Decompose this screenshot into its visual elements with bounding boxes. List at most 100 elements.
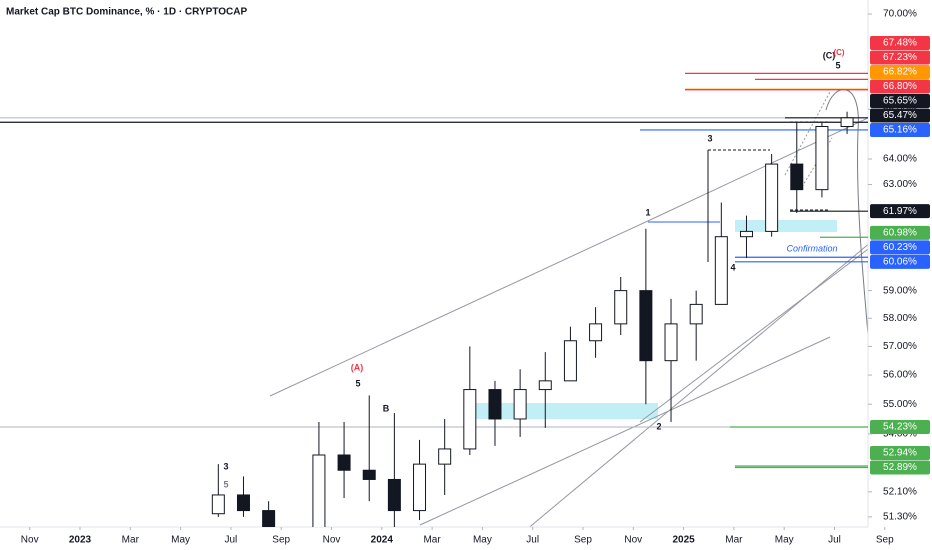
x-tick-label: Jul	[828, 535, 841, 546]
price-label-box	[870, 225, 930, 240]
candle-body	[236, 494, 250, 512]
candle-body	[664, 323, 678, 362]
x-tick-label: 2023	[69, 535, 92, 546]
price-label: 52.89%	[883, 462, 917, 473]
wave-label: 3	[223, 461, 228, 471]
candle-body	[589, 323, 603, 342]
x-tick-label: May	[171, 535, 190, 546]
candle-body	[689, 303, 703, 325]
trendline	[269, 219, 651, 397]
wave-label: 5	[835, 60, 840, 70]
price-label: 54.23%	[883, 422, 917, 433]
zone	[475, 403, 658, 419]
wave-label: (A)	[351, 362, 364, 372]
price-label-box	[870, 108, 930, 123]
price-label-box	[870, 204, 930, 219]
candle-body	[739, 230, 753, 238]
price-label-box	[870, 420, 930, 435]
y-tick-label: 59.00%	[883, 285, 917, 296]
wave-label: 1	[645, 207, 650, 217]
candle-body	[488, 389, 502, 420]
price-label: 60.98%	[883, 227, 917, 238]
candle-body	[262, 510, 276, 527]
price-label: 65.47%	[883, 110, 917, 121]
price-label-box	[870, 93, 930, 108]
price-label-box	[870, 240, 930, 255]
price-label: 65.65%	[883, 96, 917, 107]
x-tick-label: May	[775, 535, 794, 546]
x-tick-label: Jul	[526, 535, 539, 546]
y-tick-label: 63.00%	[883, 179, 917, 190]
y-tick-label: 64.00%	[883, 154, 917, 165]
price-label: 67.48%	[883, 38, 917, 49]
chart-title: Market Cap BTC Dominance, % · 1D · CRYPT…	[6, 7, 247, 18]
price-label: 67.23%	[883, 52, 917, 63]
y-tick-label: 54.00%	[883, 429, 917, 440]
price-label: 60.23%	[883, 242, 917, 253]
y-tick-label: 52.10%	[883, 486, 917, 497]
wave-label: Confirmation	[786, 243, 837, 253]
price-label: 66.82%	[883, 67, 917, 78]
candle-body	[312, 454, 326, 527]
candle-body	[614, 290, 628, 325]
y-tick-label: 55.00%	[883, 399, 917, 410]
y-tick-label: 70.00%	[883, 9, 917, 20]
candle-body	[413, 463, 427, 512]
trendline	[649, 117, 868, 221]
candle-body	[639, 290, 653, 362]
candle-body	[438, 448, 452, 465]
price-label: 65.16%	[883, 125, 917, 136]
x-tick-label: Jul	[225, 535, 238, 546]
candle-body	[211, 494, 225, 515]
wave-label: (C)	[823, 50, 836, 60]
price-label-box	[870, 460, 930, 475]
y-tick-label: 57.00%	[883, 341, 917, 352]
price-label-box	[870, 122, 930, 137]
price-label-box	[870, 254, 930, 269]
wave-label: 3	[707, 133, 712, 143]
price-label-box	[870, 64, 930, 79]
x-tick-label: Sep	[272, 535, 290, 546]
trendline	[639, 248, 868, 423]
zone	[735, 220, 837, 232]
x-tick-label: Sep	[876, 535, 894, 546]
price-label: 60.06%	[883, 256, 917, 267]
trendline	[528, 243, 868, 527]
price-label-box	[870, 35, 930, 50]
x-tick-label: Mar	[423, 535, 441, 546]
wave-label: 4	[730, 262, 735, 272]
candle-body	[563, 340, 577, 382]
candle-body	[714, 236, 728, 305]
candle-body	[790, 163, 804, 191]
trendline	[419, 336, 831, 526]
x-tick-label: 2024	[371, 535, 394, 546]
price-label-box	[870, 50, 930, 65]
x-tick-label: May	[473, 535, 492, 546]
x-tick-label: 2025	[672, 535, 695, 546]
price-label: 52.94%	[883, 448, 917, 459]
wave-label: (C)	[833, 48, 844, 57]
price-label-box	[870, 445, 930, 460]
wave-label: 5	[355, 378, 360, 388]
wave-label: 2	[656, 421, 661, 431]
x-tick-label: Nov	[323, 535, 341, 546]
candle-body	[513, 389, 527, 420]
candle-body	[765, 163, 779, 232]
candle-body	[463, 389, 477, 450]
plot	[0, 72, 868, 527]
candle-body	[337, 454, 351, 471]
y-tick-label: 51.30%	[883, 512, 917, 523]
price-label: 61.97%	[883, 206, 917, 217]
candle-body	[362, 469, 376, 480]
y-tick-label: 56.00%	[883, 370, 917, 381]
candle-body	[538, 380, 552, 391]
price-label: 66.80%	[883, 81, 917, 92]
candle-body	[815, 125, 829, 191]
candle-body	[387, 478, 401, 512]
y-tick-label: 58.00%	[883, 313, 917, 324]
x-tick-label: Sep	[574, 535, 592, 546]
wave-label: 5	[223, 479, 228, 489]
x-tick-label: Mar	[122, 535, 140, 546]
